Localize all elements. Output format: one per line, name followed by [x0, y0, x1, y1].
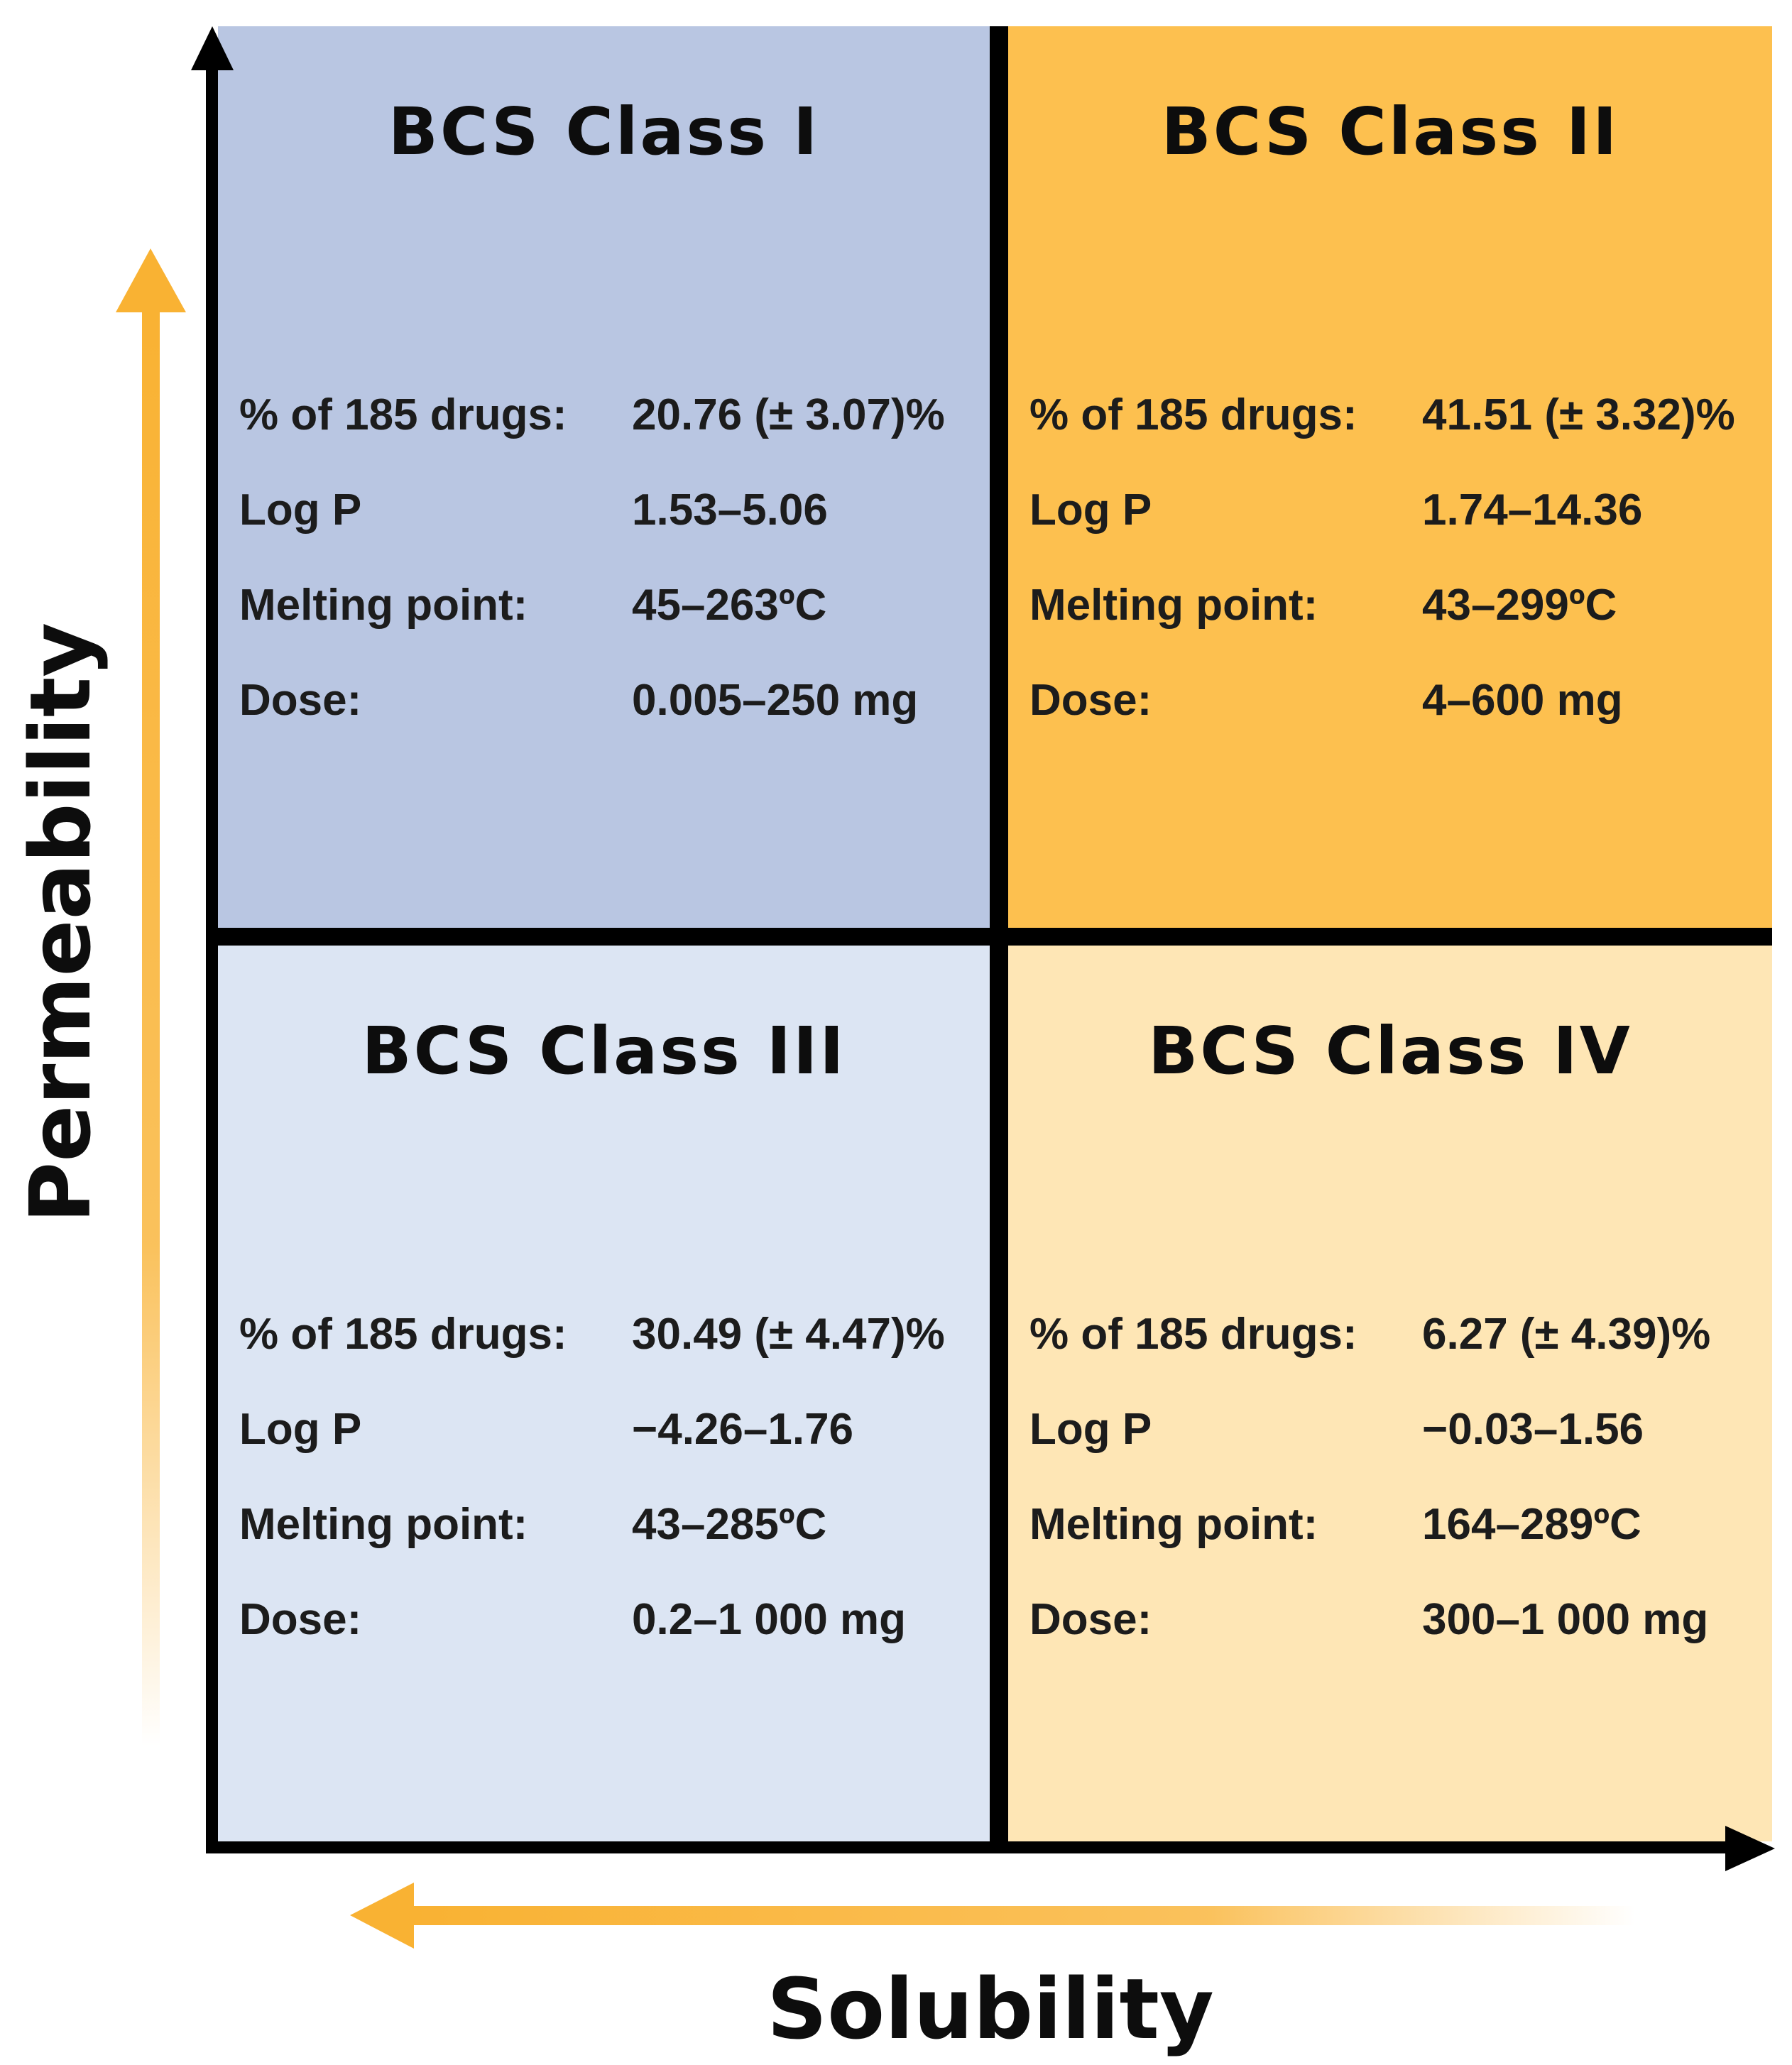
bcs-class-3-panel: BCS Class III % of 185 drugs: 30.49 (± 4…	[218, 946, 990, 1841]
y-axis-line	[206, 57, 218, 1853]
stats-list: % of 185 drugs: 6.27 (± 4.39)% Log P −0.…	[1029, 1286, 1710, 1667]
stat-label: Dose:	[239, 1594, 362, 1644]
stat-value: 0.2–1 000 mg	[632, 1594, 907, 1644]
stat-row: Log P −0.03–1.56	[1029, 1381, 1710, 1477]
permeability-arrow	[116, 248, 186, 1746]
stats-list: % of 185 drugs: 30.49 (± 4.47)% Log P −4…	[239, 1286, 945, 1667]
stat-label: % of 185 drugs:	[1029, 390, 1357, 439]
stat-row: Dose: 0.2–1 000 mg	[239, 1572, 945, 1667]
stat-row: Dose: 0.005–250 mg	[239, 652, 945, 747]
stat-row: Log P −4.26–1.76	[239, 1381, 945, 1477]
stat-row: Log P 1.53–5.06	[239, 462, 945, 557]
stat-value: 43–299ºC	[1422, 580, 1617, 630]
stat-label: Log P	[239, 485, 362, 535]
stat-value: 0.005–250 mg	[632, 675, 919, 725]
stat-value: 43–285ºC	[632, 1499, 827, 1549]
quadrant-title: BCS Class I	[388, 94, 820, 170]
stat-value: −4.26–1.76	[632, 1404, 854, 1454]
solubility-axis-title: Solubility	[767, 1960, 1214, 2058]
x-axis-arrowhead	[1725, 1826, 1775, 1871]
stats-list: % of 185 drugs: 20.76 (± 3.07)% Log P 1.…	[239, 367, 945, 747]
stat-row: Dose: 4–600 mg	[1029, 652, 1735, 747]
stat-label: Melting point:	[1029, 580, 1318, 630]
bcs-class-1-panel: BCS Class I % of 185 drugs: 20.76 (± 3.0…	[218, 26, 990, 928]
bcs-class-2-panel: BCS Class II % of 185 drugs: 41.51 (± 3.…	[1008, 26, 1772, 928]
stat-value: 1.53–5.06	[632, 485, 828, 535]
stat-label: Log P	[1029, 1404, 1152, 1454]
stat-value: 30.49 (± 4.47)%	[632, 1309, 945, 1359]
quadrant-title: BCS Class III	[361, 1013, 846, 1089]
stat-label: Dose:	[239, 675, 362, 725]
stat-value: 45–263ºC	[632, 580, 827, 630]
stat-row: Melting point: 164–289ºC	[1029, 1477, 1710, 1572]
stat-row: % of 185 drugs: 30.49 (± 4.47)%	[239, 1286, 945, 1381]
quadrant-title: BCS Class IV	[1148, 1013, 1632, 1089]
stat-row: % of 185 drugs: 20.76 (± 3.07)%	[239, 367, 945, 462]
stat-value: 164–289ºC	[1422, 1499, 1641, 1549]
permeability-axis-title: Permeability	[11, 622, 109, 1224]
bcs-class-4-panel: BCS Class IV % of 185 drugs: 6.27 (± 4.3…	[1008, 946, 1772, 1841]
stat-row: Melting point: 45–263ºC	[239, 557, 945, 652]
x-axis-line	[206, 1841, 1725, 1853]
y-axis-arrowhead	[191, 26, 234, 70]
stat-value: 20.76 (± 3.07)%	[632, 390, 945, 439]
stat-label: Dose:	[1029, 1594, 1152, 1644]
horizontal-divider	[218, 928, 1772, 946]
stat-label: Melting point:	[1029, 1499, 1318, 1549]
stat-label: Log P	[1029, 485, 1152, 535]
quadrant-title: BCS Class II	[1161, 94, 1619, 170]
stat-label: Melting point:	[239, 1499, 528, 1549]
stat-label: Dose:	[1029, 675, 1152, 725]
stats-list: % of 185 drugs: 41.51 (± 3.32)% Log P 1.…	[1029, 367, 1735, 747]
stat-label: % of 185 drugs:	[1029, 1309, 1357, 1359]
stat-label: % of 185 drugs:	[239, 390, 567, 439]
stat-label: Log P	[239, 1404, 362, 1454]
stat-value: 300–1 000 mg	[1422, 1594, 1709, 1644]
stat-row: % of 185 drugs: 41.51 (± 3.32)%	[1029, 367, 1735, 462]
stat-value: 4–600 mg	[1422, 675, 1623, 725]
stat-value: −0.03–1.56	[1422, 1404, 1644, 1454]
stat-row: % of 185 drugs: 6.27 (± 4.39)%	[1029, 1286, 1710, 1381]
stat-row: Log P 1.74–14.36	[1029, 462, 1735, 557]
stat-value: 41.51 (± 3.32)%	[1422, 390, 1735, 439]
stat-label: Melting point:	[239, 580, 528, 630]
stat-value: 1.74–14.36	[1422, 485, 1643, 535]
stat-value: 6.27 (± 4.39)%	[1422, 1309, 1711, 1359]
stat-row: Melting point: 43–299ºC	[1029, 557, 1735, 652]
solubility-arrow	[350, 1883, 1635, 1949]
stat-label: % of 185 drugs:	[239, 1309, 567, 1359]
stat-row: Dose: 300–1 000 mg	[1029, 1572, 1710, 1667]
stat-row: Melting point: 43–285ºC	[239, 1477, 945, 1572]
